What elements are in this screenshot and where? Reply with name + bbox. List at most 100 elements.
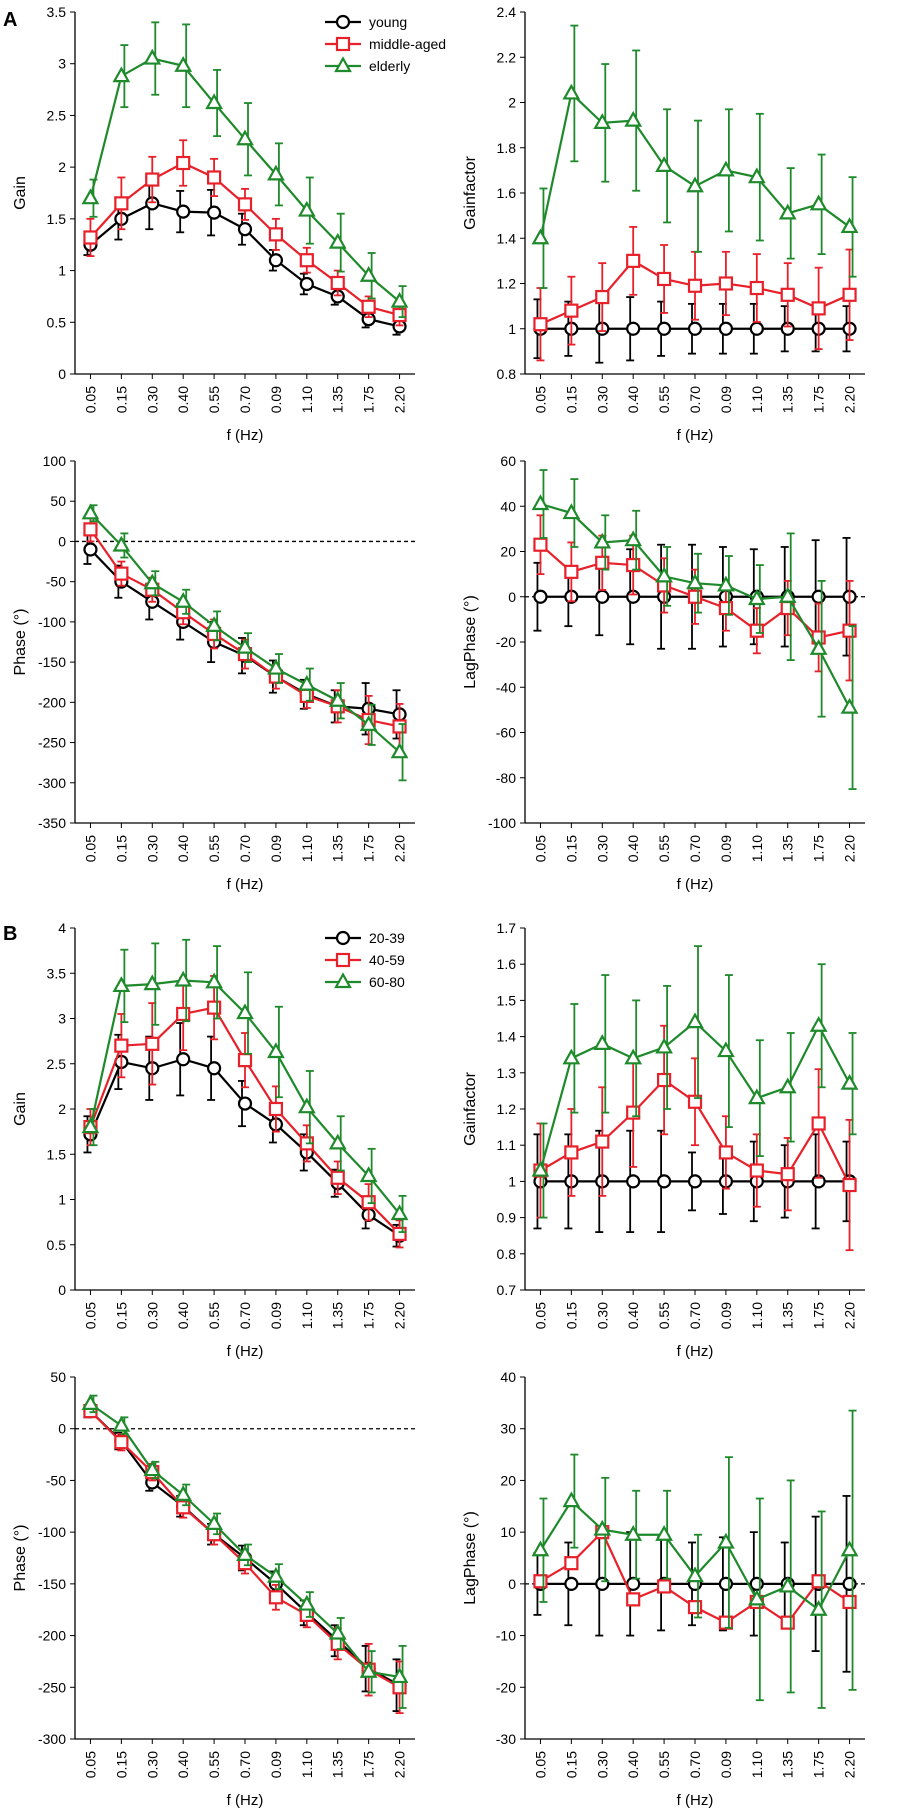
series-60-80 bbox=[531, 1409, 859, 1709]
y-tick-label: 1.3 bbox=[497, 1065, 517, 1081]
y-tick-label: 3.5 bbox=[47, 965, 67, 981]
series-elderly bbox=[81, 503, 409, 782]
data-point bbox=[176, 155, 191, 171]
data-point bbox=[626, 321, 641, 336]
x-tick-label: 2.20 bbox=[842, 835, 858, 862]
chart-A-lagphase: -100 -80 -60 -40 -20 0 20 40 60 0.05 0.15 0.30 0.40 0… bbox=[462, 453, 865, 893]
series-20-39 bbox=[533, 1495, 857, 1673]
x-tick-label: 0.30 bbox=[594, 835, 610, 862]
x-tick-label: 0.70 bbox=[237, 1302, 253, 1329]
x-tick-label: 2.20 bbox=[392, 1751, 408, 1778]
y-tick-label: 4 bbox=[58, 920, 66, 936]
y-tick-label: 2 bbox=[508, 95, 516, 111]
x-tick-label: 0.15 bbox=[113, 1302, 129, 1329]
data-point bbox=[747, 1088, 766, 1105]
data-point bbox=[533, 317, 548, 332]
y-axis-title: Gain bbox=[12, 1092, 29, 1126]
x-tick-label: 1.35 bbox=[780, 1302, 796, 1329]
y-tick-label: 3.5 bbox=[47, 4, 67, 20]
data-point bbox=[205, 616, 223, 633]
y-tick-label: -20 bbox=[496, 634, 516, 650]
data-point bbox=[390, 1667, 409, 1684]
data-point bbox=[81, 503, 100, 520]
data-point bbox=[174, 56, 193, 72]
x-tick-label: 0.15 bbox=[563, 1751, 579, 1778]
x-tick-label: 0.55 bbox=[656, 1751, 672, 1778]
y-tick-label: -250 bbox=[38, 735, 66, 751]
y-tick-label: 20 bbox=[500, 544, 516, 560]
x-tick-label: 0.09 bbox=[718, 1302, 734, 1329]
series-line bbox=[89, 202, 400, 328]
data-point bbox=[533, 537, 548, 552]
y-tick-label: 30 bbox=[500, 1421, 516, 1437]
y-tick-label: 0 bbox=[58, 1282, 66, 1298]
series-line bbox=[89, 1402, 400, 1679]
data-point bbox=[624, 110, 643, 127]
x-tick-label: 0.70 bbox=[237, 835, 253, 862]
data-point bbox=[718, 1145, 734, 1160]
data-point bbox=[842, 287, 857, 302]
x-tick-label: 0.40 bbox=[625, 1751, 641, 1778]
legend-label: 40-59 bbox=[369, 952, 405, 968]
data-point bbox=[297, 1594, 316, 1611]
data-point bbox=[687, 1174, 703, 1189]
legend-marker bbox=[335, 930, 351, 946]
data-point bbox=[237, 197, 253, 212]
data-point bbox=[656, 1174, 672, 1189]
x-tick-label: 0.30 bbox=[144, 1751, 160, 1778]
series-40-59 bbox=[533, 1024, 857, 1252]
data-point bbox=[114, 196, 129, 211]
y-tick-label: -50 bbox=[46, 574, 66, 590]
y-tick-label: -100 bbox=[488, 815, 516, 831]
data-point bbox=[595, 589, 610, 604]
data-point bbox=[531, 228, 550, 245]
data-point bbox=[562, 1048, 581, 1065]
x-tick-label: 0.55 bbox=[656, 386, 672, 413]
x-tick-label: 0.09 bbox=[268, 835, 284, 862]
x-tick-label: 0.70 bbox=[687, 386, 703, 413]
data-point bbox=[143, 48, 162, 65]
y-tick-label: 1.7 bbox=[497, 920, 517, 936]
data-point bbox=[176, 1500, 191, 1515]
data-point bbox=[81, 1394, 100, 1410]
data-point bbox=[624, 1524, 643, 1541]
data-point bbox=[176, 1006, 191, 1022]
x-axis-title: f (Hz) bbox=[677, 876, 714, 893]
y-tick-label: -300 bbox=[38, 775, 66, 791]
data-point bbox=[531, 494, 550, 511]
x-tick-label: 0.30 bbox=[594, 1302, 610, 1329]
data-point bbox=[778, 203, 797, 220]
x-tick-label: 0.05 bbox=[532, 1751, 548, 1778]
y-tick-label: 1.2 bbox=[497, 1101, 517, 1117]
x-tick-label: 0.30 bbox=[144, 835, 160, 862]
data-point bbox=[206, 1061, 222, 1076]
x-tick-label: 1.35 bbox=[780, 835, 796, 862]
data-point bbox=[624, 530, 643, 547]
data-point bbox=[749, 623, 764, 638]
data-point bbox=[268, 227, 284, 242]
data-point bbox=[626, 1174, 641, 1189]
y-tick-label: 1.5 bbox=[497, 992, 517, 1008]
x-axis-title: f (Hz) bbox=[227, 427, 264, 444]
y-tick-label: 40 bbox=[500, 1369, 516, 1385]
legend-marker bbox=[335, 14, 351, 30]
y-tick-label: 2.5 bbox=[47, 107, 67, 123]
y-tick-label: 3 bbox=[58, 56, 66, 72]
y-tick-label: 1 bbox=[58, 1192, 66, 1208]
data-point bbox=[83, 522, 98, 537]
series-60-80 bbox=[531, 945, 859, 1219]
data-point bbox=[174, 592, 193, 608]
panel-label-B: B bbox=[3, 923, 17, 945]
data-point bbox=[267, 1042, 285, 1059]
x-tick-label: 0.09 bbox=[718, 1751, 734, 1778]
data-point bbox=[531, 1540, 550, 1557]
data-point bbox=[686, 573, 704, 590]
x-tick-label: 2.20 bbox=[842, 1302, 858, 1329]
data-point bbox=[237, 1053, 253, 1068]
data-point bbox=[747, 167, 766, 184]
x-tick-label: 0.05 bbox=[532, 1302, 548, 1329]
data-point bbox=[564, 1556, 579, 1571]
data-point bbox=[392, 719, 407, 734]
data-point bbox=[809, 1599, 828, 1616]
data-point bbox=[297, 1097, 316, 1114]
